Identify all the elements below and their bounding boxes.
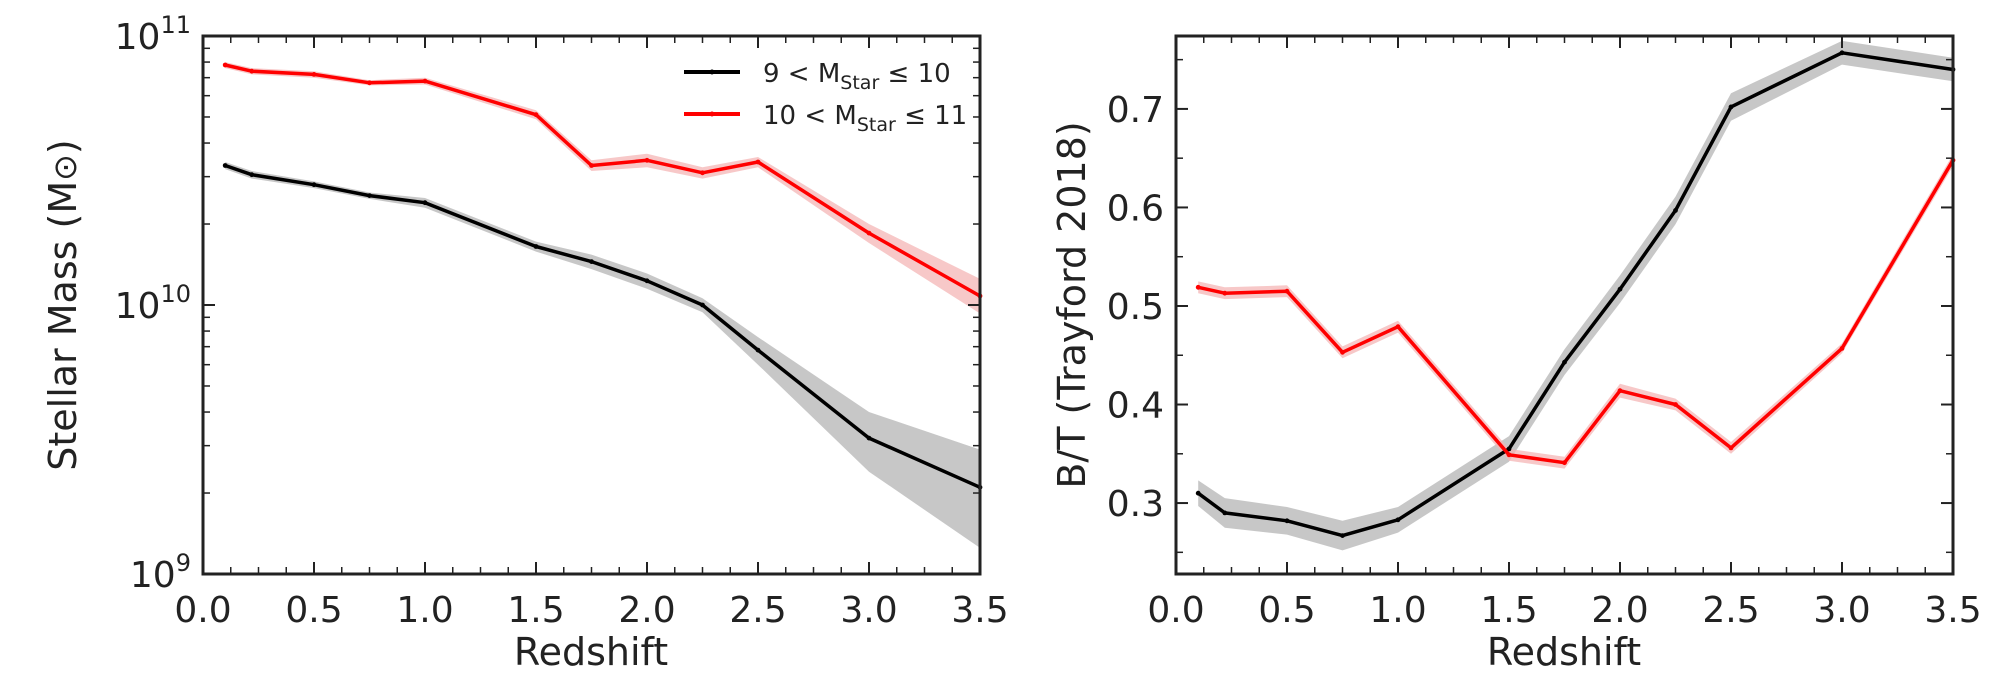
bulge-to-total-y-tick-labels: 0.3 0.4 0.5 0.6 0.7 <box>1107 90 1164 525</box>
stellar-mass-point-high-mass <box>755 159 761 165</box>
legend-label-high-mass: 10 < MStar ≤ 11 <box>763 101 967 136</box>
bulge-to-total-x-tick-labels: 0.0 0.5 1.0 1.5 2.0 2.5 3.0 3.5 <box>1147 590 1981 631</box>
bulge-to-total-point-high-mass <box>1562 460 1567 466</box>
stellar-mass-point-high-mass <box>422 78 428 84</box>
stellar-mass-point-low-mass <box>422 200 428 206</box>
bulge-to-total-point-low-mass <box>1728 104 1734 110</box>
stellar-mass-x-tick-label: 2.5 <box>729 590 786 631</box>
bulge-to-total-point-high-mass <box>1395 324 1401 330</box>
stellar-mass-point-low-mass <box>249 172 255 178</box>
stellar-mass-line-low-mass <box>224 163 981 489</box>
stellar-mass-x-tick-label: 1.0 <box>396 590 453 631</box>
stellar-mass-point-high-mass <box>222 62 228 68</box>
bulge-to-total-point-high-mass <box>1195 284 1201 290</box>
bulge-to-total-x-tick-label: 2.0 <box>1591 590 1648 631</box>
bulge-to-total-lines <box>1195 50 1956 538</box>
stellar-mass-point-high-mass <box>311 72 317 77</box>
legend-entry-high-mass: 10 < MStar ≤ 11 <box>684 101 967 136</box>
stellar-mass-point-high-mass <box>533 112 539 118</box>
legend-label-low-mass: 9 < MStar ≤ 10 <box>763 59 951 94</box>
bulge-to-total-point-high-mass <box>1222 290 1228 296</box>
legend-marker-low-mass <box>709 69 715 75</box>
bulge-to-total-y-tick-label: 0.3 <box>1107 484 1164 525</box>
bulge-to-total-point-low-mass <box>1617 286 1623 292</box>
stellar-mass-x-tick-label: 3.5 <box>951 590 1008 631</box>
bulge-to-total-point-high-mass <box>1340 349 1345 355</box>
bulge-to-total-y-tick-label: 0.5 <box>1107 287 1164 328</box>
bulge-to-total-plot-frame <box>1174 34 1955 576</box>
bulge-to-total-line-high-mass <box>1197 159 1955 465</box>
bulge-to-total-x-tick-label: 3.0 <box>1813 590 1870 631</box>
bulge-to-total-x-tick-label: 3.5 <box>1924 590 1981 631</box>
bulge-to-total-y-tick-label: 0.6 <box>1107 188 1164 229</box>
bulge-to-total-point-low-mass <box>1395 517 1401 523</box>
stellar-mass-x-tick-label: 1.5 <box>507 590 564 631</box>
bulge-to-total-y-tick-label: 0.4 <box>1107 386 1164 427</box>
bulge-to-total-point-low-mass <box>1506 446 1512 452</box>
bulge-to-total-x-tick-label: 1.5 <box>1480 590 1537 631</box>
stellar-mass-plot-frame <box>201 34 982 576</box>
bulge-to-total-x-tick-label: 0.0 <box>1147 590 1204 631</box>
bulge-to-total-panel: 0.0 0.5 1.0 1.5 2.0 2.5 3.0 3.5 0.3 0.4 0.5 0.6 0.7… <box>1050 34 1982 674</box>
bulge-to-total-point-low-mass <box>1673 208 1678 213</box>
stellar-mass-point-high-mass <box>249 68 255 74</box>
bulge-to-total-point-low-mass <box>1222 510 1228 516</box>
stellar-mass-x-tick-label: 3.0 <box>840 590 897 631</box>
stellar-mass-x-tick-label: 2.0 <box>618 590 675 631</box>
bulge-to-total-line-low-mass <box>1197 51 1954 538</box>
stellar-mass-panel: 0.0 0.5 1.0 1.5 2.0 2.5 3.0 3.5 109 1010 1011 Red… <box>41 11 1009 674</box>
stellar-mass-point-low-mass <box>644 278 650 284</box>
bulge-to-total-y-tick-label: 0.7 <box>1107 90 1164 131</box>
bulge-to-total-point-high-mass <box>1506 452 1512 458</box>
stellar-mass-point-low-mass <box>866 435 872 441</box>
stellar-mass-y-tick-label: 1010 <box>115 280 191 327</box>
stellar-mass-x-axis-title: Redshift <box>514 630 668 674</box>
bulge-to-total-x-tick-label: 2.5 <box>1702 590 1759 631</box>
bulge-to-total-point-low-mass <box>1195 490 1201 496</box>
stellar-mass-point-low-mass <box>311 182 317 188</box>
stellar-mass-x-tick-label: 0.5 <box>285 590 342 631</box>
stellar-mass-point-low-mass <box>589 259 594 264</box>
legend: 9 < MStar ≤ 10 10 < MStar ≤ 11 <box>684 59 967 136</box>
stellar-mass-y-axis-title: Stellar Mass (M⊙) <box>41 139 85 471</box>
stellar-mass-y-tick-label: 109 <box>130 549 191 596</box>
legend-entry-low-mass: 9 < MStar ≤ 10 <box>684 59 951 94</box>
stellar-mass-point-low-mass <box>700 302 705 308</box>
bulge-to-total-point-low-mass <box>1839 50 1845 56</box>
bulge-to-total-point-high-mass <box>1617 388 1623 394</box>
bulge-to-total-y-axis-title: B/T (Trayford 2018) <box>1050 121 1094 488</box>
bulge-to-total-point-high-mass <box>1284 288 1290 294</box>
stellar-mass-point-low-mass <box>222 163 228 168</box>
stellar-mass-point-low-mass <box>367 193 372 199</box>
bulge-to-total-point-high-mass <box>1673 402 1678 407</box>
bulge-to-total-point-low-mass <box>1562 359 1567 365</box>
bulge-to-total-point-high-mass <box>1728 445 1734 451</box>
stellar-mass-y-tick-labels: 109 1010 1011 <box>115 11 191 596</box>
stellar-mass-point-high-mass <box>866 230 872 236</box>
bulge-to-total-x-tick-label: 0.5 <box>1258 590 1315 631</box>
stellar-mass-y-tick-label: 1011 <box>115 11 191 58</box>
bulge-to-total-x-tick-label: 1.0 <box>1369 590 1426 631</box>
bulge-to-total-bands <box>1198 40 1953 551</box>
bulge-to-total-point-low-mass <box>1340 533 1345 538</box>
stellar-mass-point-low-mass <box>755 347 761 353</box>
stellar-mass-band-low-mass <box>225 162 980 548</box>
bulge-to-total-x-axis-title: Redshift <box>1487 630 1641 674</box>
bulge-to-total-point-low-mass <box>1284 518 1290 524</box>
bulge-to-total-band-high-mass <box>1198 154 1953 469</box>
stellar-mass-point-low-mass <box>533 244 539 249</box>
stellar-mass-line-high-mass <box>224 63 981 298</box>
stellar-mass-point-high-mass <box>644 157 650 163</box>
stellar-mass-lines <box>222 62 983 490</box>
stellar-mass-point-high-mass <box>589 163 594 168</box>
bulge-to-total-band-low-mass <box>1198 40 1953 551</box>
bulge-to-total-ticks <box>1175 36 1954 574</box>
stellar-mass-x-tick-label: 0.0 <box>174 590 231 631</box>
bulge-to-total-point-high-mass <box>1839 346 1845 351</box>
legend-marker-high-mass <box>709 111 715 117</box>
stellar-mass-point-high-mass <box>700 170 705 176</box>
stellar-mass-x-tick-labels: 0.0 0.5 1.0 1.5 2.0 2.5 3.0 3.5 <box>174 590 1008 631</box>
stellar-mass-point-high-mass <box>367 80 372 86</box>
